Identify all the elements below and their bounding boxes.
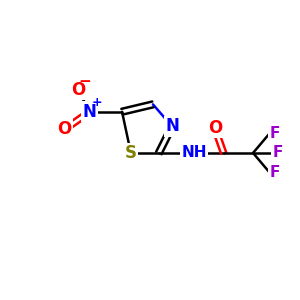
Text: O: O: [71, 81, 85, 99]
Text: −: −: [79, 74, 92, 89]
Text: O: O: [58, 120, 72, 138]
Text: S: S: [125, 144, 137, 162]
Text: F: F: [269, 165, 280, 180]
Text: F: F: [272, 146, 283, 160]
Text: +: +: [92, 96, 102, 110]
Text: NH: NH: [182, 146, 207, 160]
Text: N: N: [83, 103, 97, 121]
Text: O: O: [208, 119, 222, 137]
Text: N: N: [165, 117, 179, 135]
Text: F: F: [269, 126, 280, 141]
